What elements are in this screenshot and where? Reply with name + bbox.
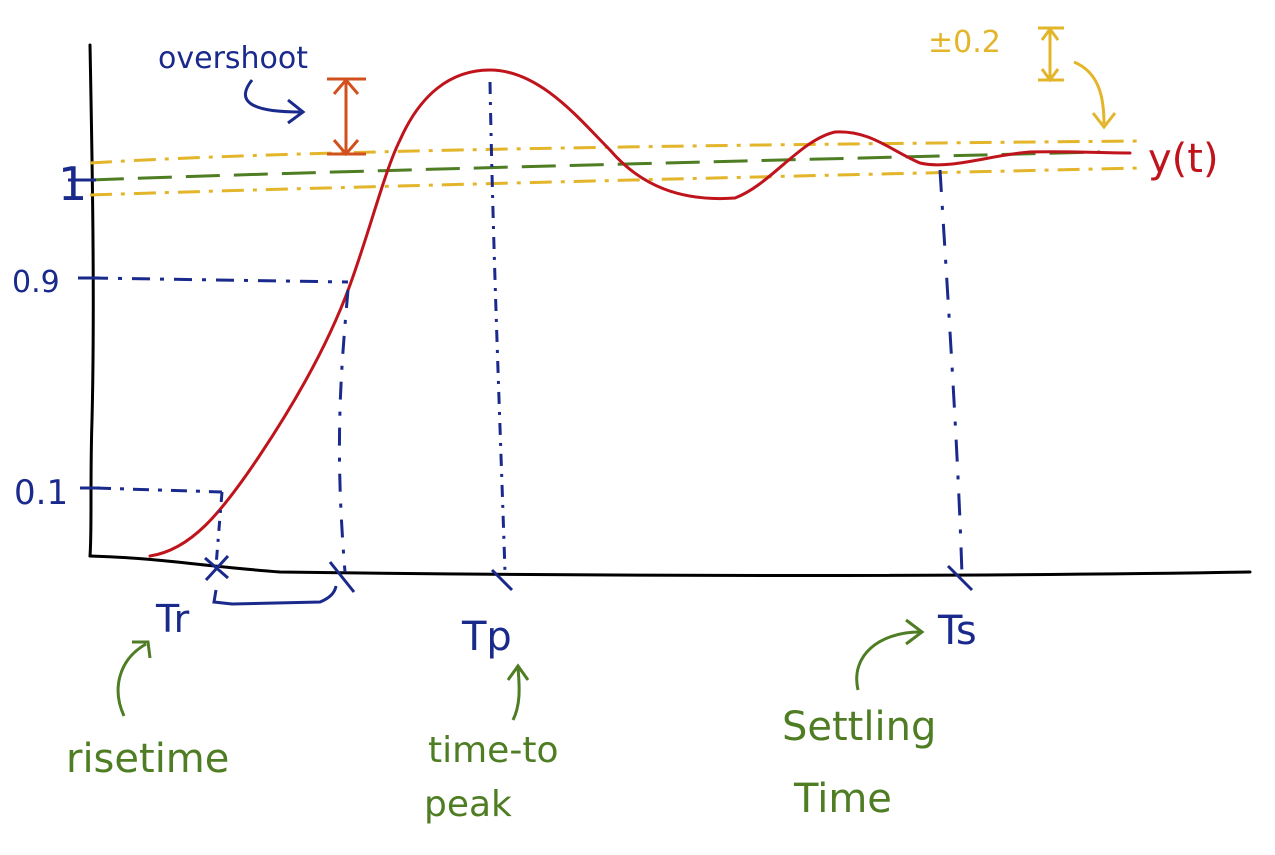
guide-0.9-horizontal bbox=[89, 276, 349, 284]
settling-note-arrowhead bbox=[905, 618, 925, 646]
overshoot-span bbox=[327, 77, 366, 157]
response-curve bbox=[148, 68, 1132, 558]
rise-time-bracket bbox=[212, 585, 338, 606]
guide-0.1-vertical bbox=[214, 491, 224, 567]
peak-note-arrowhead bbox=[506, 663, 530, 681]
x-axis bbox=[88, 554, 1252, 577]
peak-mark bbox=[490, 568, 514, 592]
rise-end-mark bbox=[328, 561, 356, 593]
peak-note-arrow bbox=[511, 667, 521, 721]
guide-peak-vertical bbox=[488, 81, 507, 573]
curve-label: y(t) bbox=[1148, 136, 1219, 182]
tolerance-label: ±0.2 bbox=[928, 25, 1001, 60]
settling-time-note-line1: Settling bbox=[782, 704, 936, 750]
rise-time-marker: Tr bbox=[155, 597, 190, 641]
y-tick-label-0.1: 0.1 bbox=[14, 473, 68, 513]
peak-time-note-line1: time-to bbox=[428, 730, 558, 771]
overshoot-arrowhead bbox=[287, 98, 306, 125]
tolerance-upper-line bbox=[89, 139, 1141, 165]
rise-note-arrow bbox=[116, 642, 147, 717]
rise-time-note: risetime bbox=[66, 736, 229, 782]
guide-0.1-horizontal bbox=[94, 486, 223, 494]
rise-start-mark bbox=[204, 554, 230, 582]
overshoot-label: overshoot bbox=[158, 41, 308, 76]
settling-time-marker: Ts bbox=[937, 608, 977, 654]
y-axis bbox=[88, 43, 95, 558]
guide-0.9-vertical bbox=[337, 289, 350, 573]
tolerance-arrowhead bbox=[1091, 112, 1117, 130]
y-tick-label-0.9: 0.9 bbox=[12, 265, 60, 300]
settling-time-note-line2: Time bbox=[793, 776, 892, 822]
guide-settling-vertical bbox=[938, 169, 964, 576]
steady-state-line bbox=[89, 150, 1101, 182]
tolerance-lower-line bbox=[89, 166, 1141, 197]
settling-note-arrow bbox=[855, 630, 921, 691]
tolerance-span bbox=[1038, 26, 1064, 83]
peak-time-marker: Tp bbox=[461, 614, 512, 660]
tolerance-arrow bbox=[1073, 60, 1106, 125]
settling-mark bbox=[946, 564, 974, 592]
rise-note-arrowhead bbox=[132, 640, 152, 659]
peak-time-note-line2: peak bbox=[424, 784, 512, 825]
overshoot-arrow bbox=[243, 79, 301, 114]
y-tick-label-1: 1 bbox=[58, 157, 87, 211]
